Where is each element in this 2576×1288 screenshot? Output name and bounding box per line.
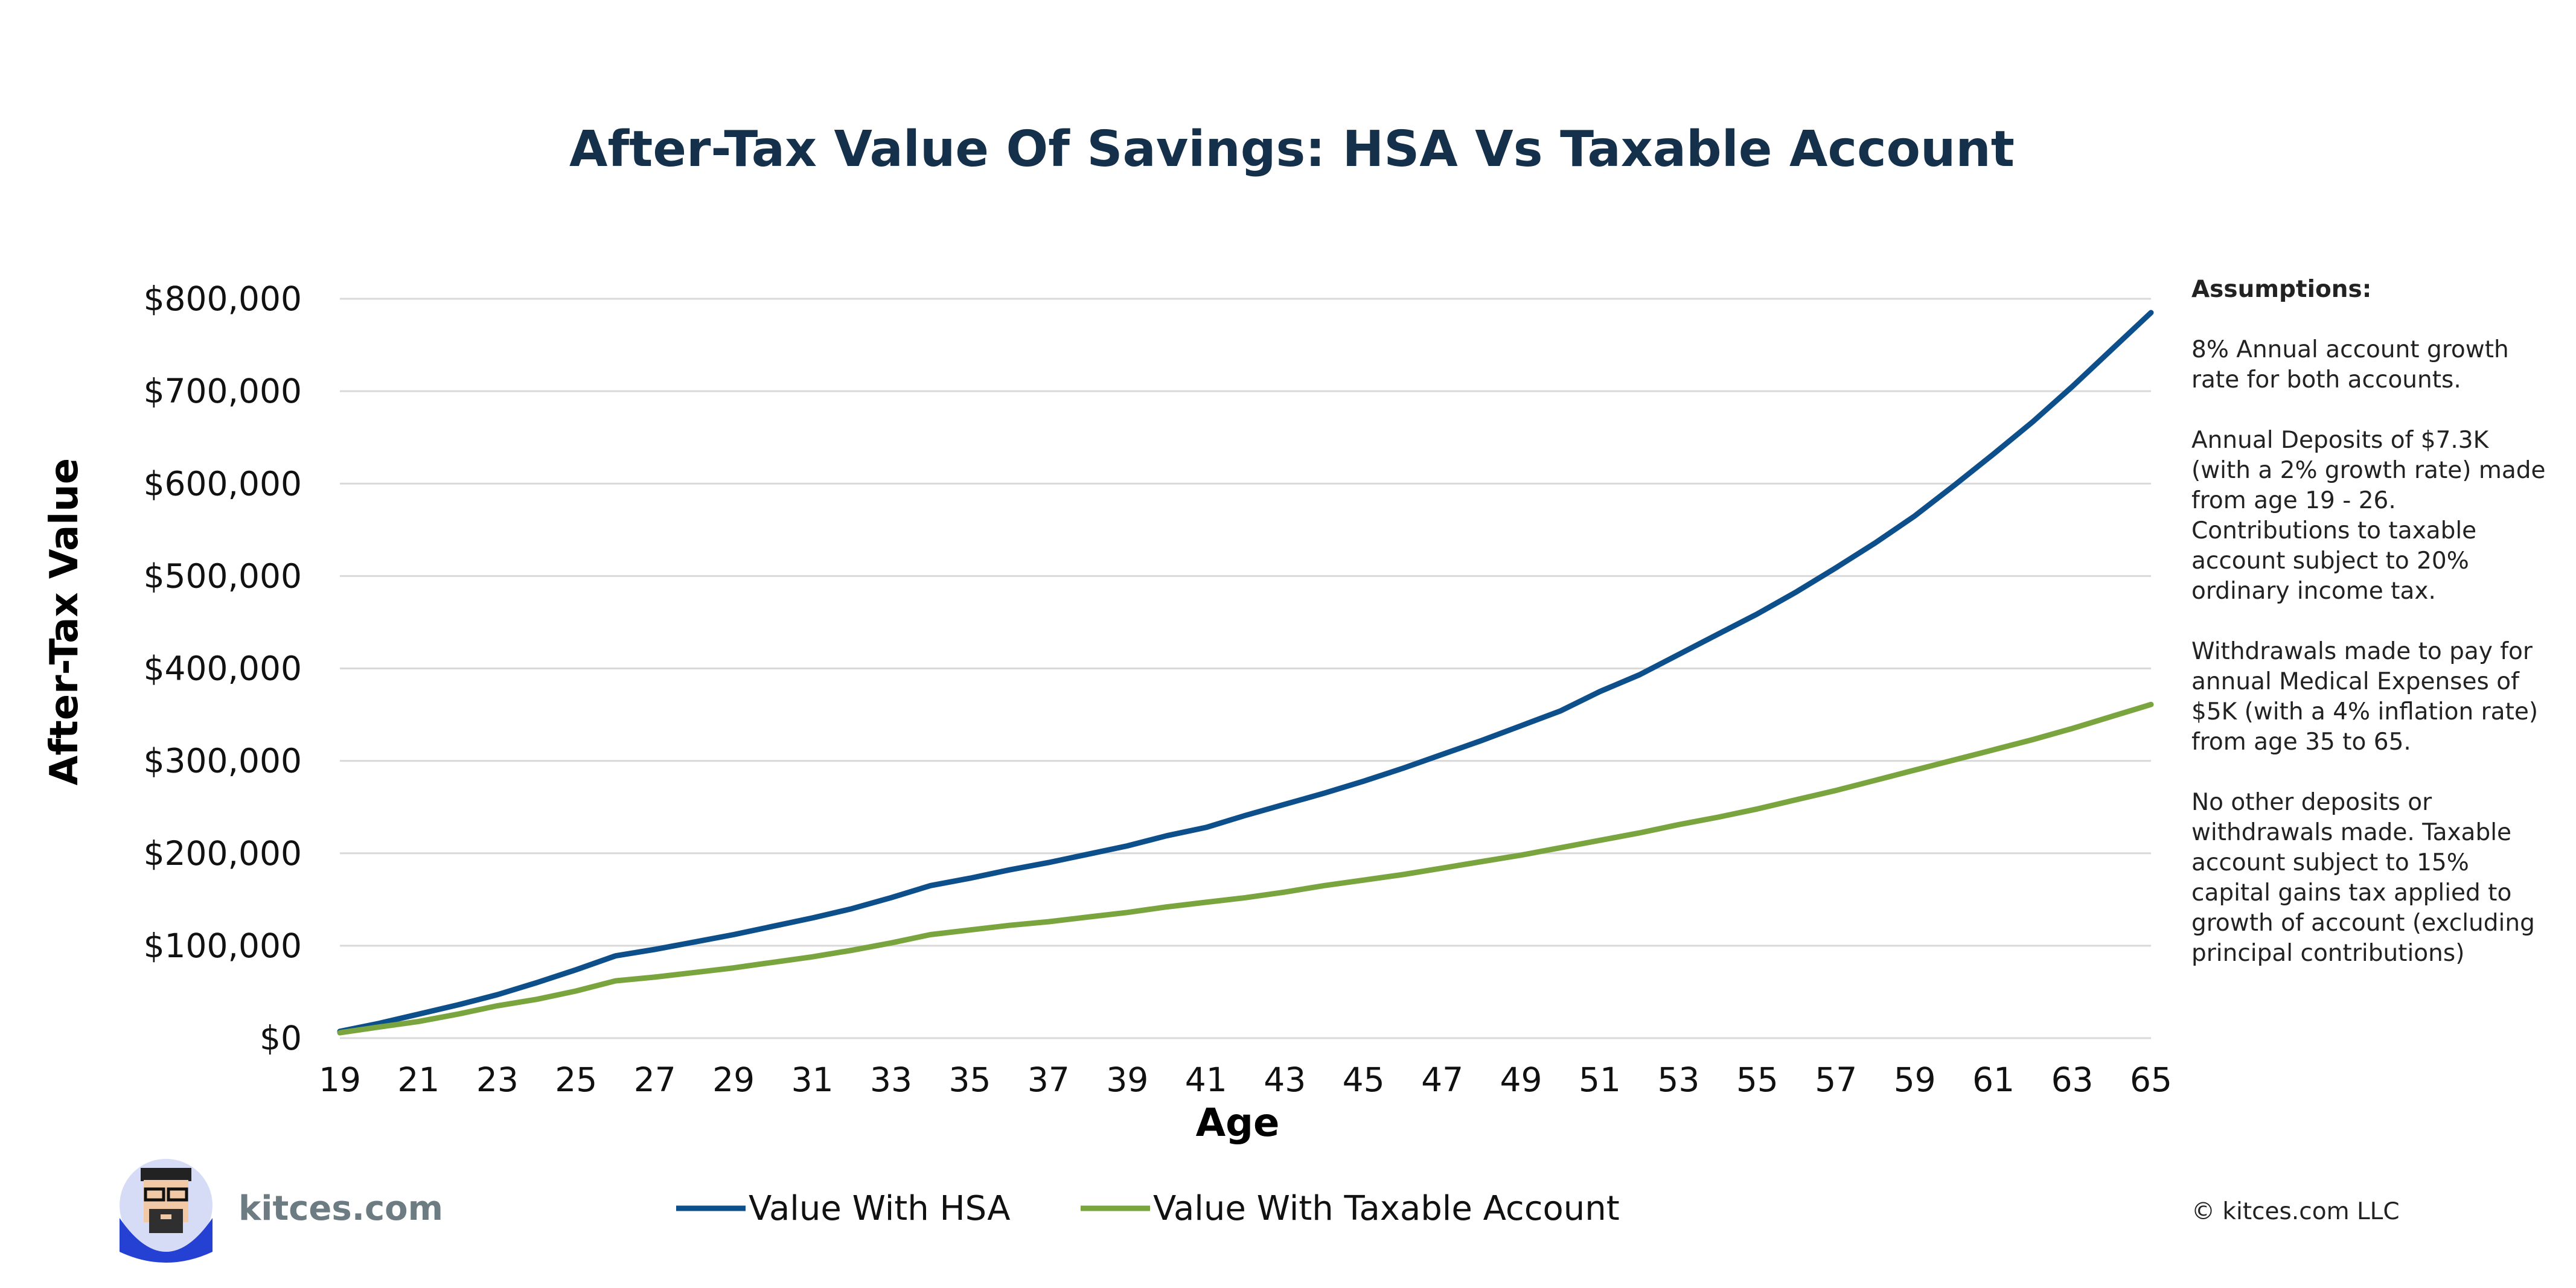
x-tick-label: 61: [1972, 1060, 2015, 1099]
y-tick-label: $500,000: [144, 556, 302, 595]
x-tick-label: 53: [1657, 1060, 1699, 1099]
legend-label-hsa: Value With HSA: [749, 1189, 1011, 1228]
brand-name: kitces.com: [238, 1189, 444, 1228]
y-tick-label: $800,000: [144, 279, 302, 318]
series-line-taxable: [337, 701, 2154, 1036]
x-tick-label: 47: [1421, 1060, 1463, 1099]
legend: Value With HSA Value With Taxable Accoun…: [676, 1189, 1620, 1228]
series-line-hsa: [337, 310, 2154, 1035]
y-tick-label: $300,000: [144, 742, 302, 780]
x-tick-label: 41: [1185, 1060, 1227, 1099]
x-tick-label: 37: [1028, 1060, 1070, 1099]
x-tick-label: 31: [791, 1060, 834, 1099]
y-tick-label: $600,000: [144, 464, 302, 503]
x-tick-label: 27: [634, 1060, 676, 1099]
brand-avatar-icon: [120, 1159, 213, 1263]
assumption-withdrawals: Withdrawals made to pay for annual Medic…: [2191, 638, 2539, 756]
x-tick-label: 57: [1815, 1060, 1857, 1099]
y-axis-ticks: $0 $100,000 $200,000 $300,000 $400,000 $500,0…: [144, 279, 302, 1057]
y-tick-label: $200,000: [144, 834, 302, 873]
x-tick-label: 49: [1500, 1060, 1542, 1099]
x-tick-label: 55: [1736, 1060, 1779, 1099]
x-tick-label: 43: [1264, 1060, 1306, 1099]
x-tick-label: 59: [1894, 1060, 1936, 1099]
x-axis-title: Age: [1196, 1101, 1280, 1146]
x-tick-label: 35: [948, 1060, 991, 1099]
legend-label-taxable: Value With Taxable Account: [1153, 1189, 1620, 1228]
gridlines: [340, 298, 2151, 1039]
x-tick-label: 51: [1579, 1060, 1621, 1099]
x-tick-label: 29: [712, 1060, 755, 1099]
y-tick-label: $100,000: [144, 926, 302, 965]
y-tick-label: $400,000: [144, 649, 302, 688]
y-axis-title: After-Tax Value: [42, 458, 87, 785]
x-tick-label: 23: [476, 1060, 519, 1099]
assumption-other: No other deposits or withdrawals made. T…: [2191, 789, 2535, 967]
assumptions-panel: Assumptions: 8% Annual account growth ra…: [2191, 275, 2548, 999]
y-tick-label: $700,000: [144, 372, 302, 410]
x-tick-label: 19: [319, 1060, 361, 1099]
x-axis-ticks: 19 21 23 25 27 29 31 33 35 37 39 41 43 45 47 49 51 53 55 57…: [319, 1060, 2172, 1099]
assumption-growth: 8% Annual account growth rate for both a…: [2191, 336, 2509, 394]
assumptions-heading: Assumptions:: [2191, 276, 2372, 303]
x-tick-label: 33: [870, 1060, 912, 1099]
x-tick-label: 21: [397, 1060, 439, 1099]
x-tick-label: 65: [2130, 1060, 2172, 1099]
assumption-deposits: Annual Deposits of $7.3K (with a 2% grow…: [2191, 427, 2546, 605]
series-lines: [337, 310, 2154, 1036]
x-tick-label: 63: [2051, 1060, 2094, 1099]
chart-title: After-Tax Value Of Savings: HSA Vs Taxab…: [569, 121, 2015, 178]
y-tick-label: $0: [260, 1019, 302, 1057]
x-tick-label: 25: [555, 1060, 597, 1099]
x-tick-label: 45: [1343, 1060, 1385, 1099]
copyright-text: © kitces.com LLC: [2191, 1198, 2400, 1225]
x-tick-label: 39: [1106, 1060, 1148, 1099]
